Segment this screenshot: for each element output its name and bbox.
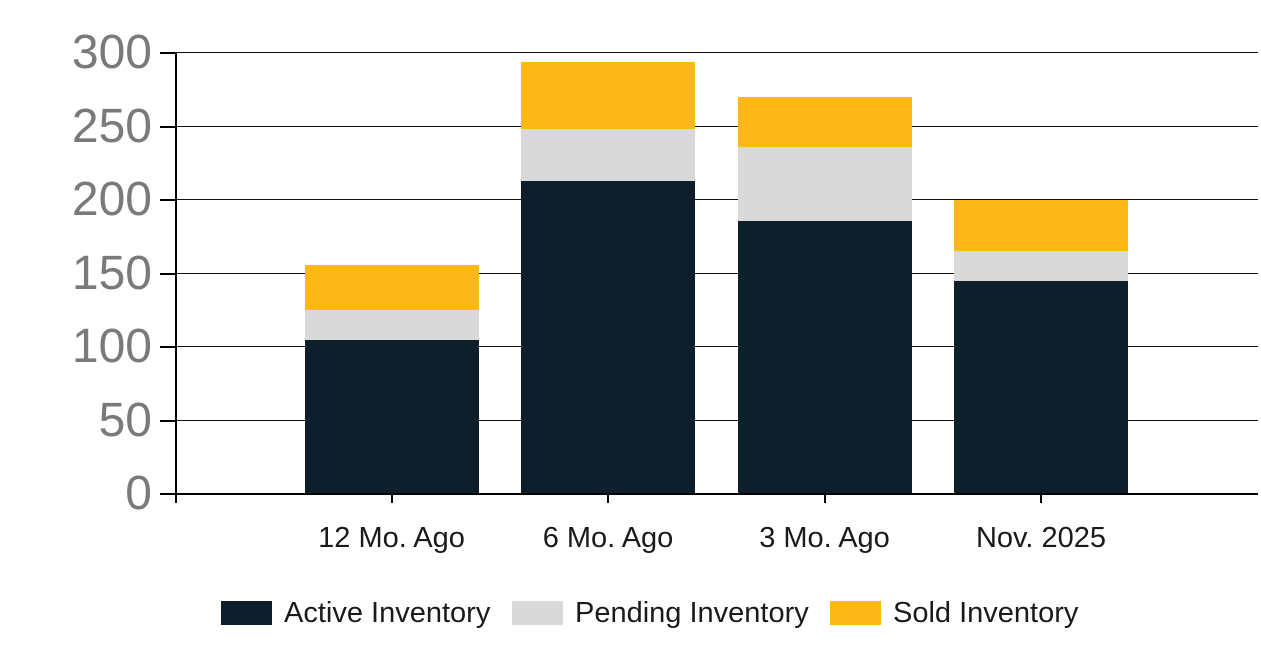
- legend: Active Inventory Pending Inventory Sold …: [0, 596, 1261, 630]
- legend-label-sold-inventory: Sold Inventory: [893, 596, 1079, 629]
- y-axis-label: 250: [71, 99, 152, 153]
- active-inventory-swatch: [221, 601, 272, 625]
- x-axis-label: 6 Mo. Ago: [542, 522, 674, 554]
- legend-item-pending-inventory: Pending Inventory: [512, 596, 809, 630]
- gridline: [175, 52, 1258, 53]
- legend-label-pending-inventory: Pending Inventory: [575, 596, 809, 629]
- legend-label-active-inventory: Active Inventory: [284, 596, 491, 629]
- y-axis-label: 150: [71, 246, 152, 300]
- x-axis-line: [175, 493, 1258, 495]
- sold-inventory-swatch: [830, 601, 881, 625]
- gridline: [175, 419, 1258, 421]
- legend-item-sold-inventory: Sold Inventory: [830, 596, 1078, 630]
- y-axis-tick: [160, 125, 175, 128]
- y-axis-label: 200: [71, 173, 152, 226]
- gridline: [175, 272, 1258, 274]
- x-axis-label: Nov. 2025: [975, 522, 1107, 554]
- pending-inventory-swatch: [512, 601, 563, 625]
- y-axis-tick: [160, 419, 175, 422]
- bar-segment-active-inventory: [521, 180, 695, 494]
- gridline: [175, 125, 1258, 127]
- bar-segment-sold-inventory: [304, 264, 479, 311]
- bar-segment-active-inventory: [737, 220, 912, 494]
- y-axis-line: [175, 53, 177, 503]
- x-axis-label: 12 Mo. Ago: [318, 522, 465, 554]
- y-axis-label: 300: [71, 26, 152, 79]
- y-axis-tick: [160, 346, 175, 348]
- bar-segment-active-inventory: [954, 280, 1128, 494]
- bar-segment-pending-inventory: [737, 147, 912, 221]
- x-axis-tick: [390, 494, 393, 503]
- x-axis-label: 3 Mo. Ago: [759, 522, 890, 554]
- gridline: [175, 346, 1258, 347]
- y-axis-label: 100: [71, 320, 152, 373]
- legend-item-active-inventory: Active Inventory: [221, 596, 490, 630]
- x-axis-tick: [823, 494, 826, 503]
- bar-segment-pending-inventory: [304, 310, 479, 340]
- gridline: [175, 199, 1258, 200]
- bar-segment-sold-inventory: [521, 61, 695, 130]
- bar-segment-sold-inventory: [737, 97, 912, 148]
- bar-segment-active-inventory: [304, 339, 479, 494]
- y-axis-tick: [160, 272, 175, 275]
- bar-segment-pending-inventory: [954, 251, 1128, 281]
- y-axis-tick: [160, 52, 175, 54]
- x-axis-tick: [1040, 494, 1042, 503]
- y-axis-label: 0: [125, 467, 152, 520]
- y-axis-tick: [160, 199, 175, 201]
- y-axis-label: 50: [98, 393, 152, 447]
- x-axis-tick: [607, 494, 609, 503]
- bar-segment-sold-inventory: [954, 200, 1128, 252]
- bar-segment-pending-inventory: [521, 129, 695, 181]
- y-axis-tick: [160, 493, 175, 495]
